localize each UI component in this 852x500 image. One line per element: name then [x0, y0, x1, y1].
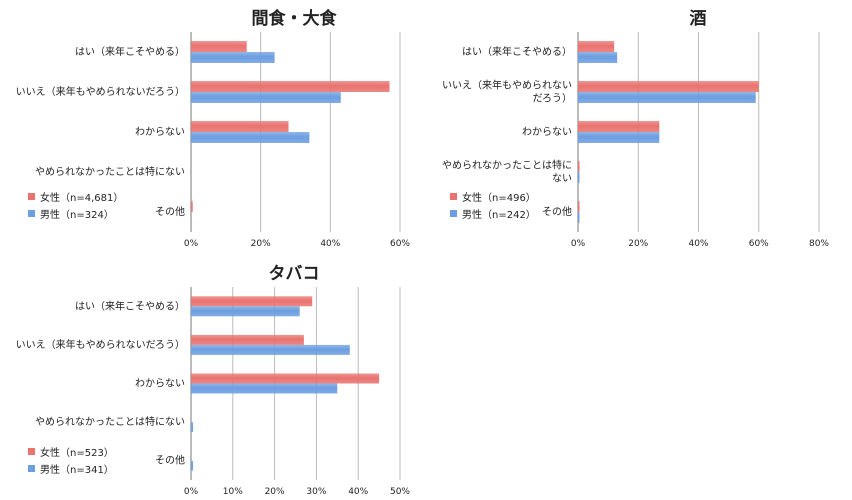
x-tick-label: 60% — [749, 239, 769, 249]
bar-male — [191, 306, 300, 317]
chart-title: 間食・大食 — [251, 9, 337, 29]
chart-title: タバコ — [268, 264, 320, 284]
chart-panel-snacking: 間食・大食 0% 20% 40% 60% はい（来年こそやめる） いいえ（来年もやめられな… — [0, 0, 430, 250]
x-tick-label: 0% — [184, 239, 199, 249]
bar-female — [191, 81, 390, 92]
x-tick-label: 40% — [348, 487, 368, 497]
bar-male — [578, 132, 660, 143]
x-tick-label: 50% — [390, 487, 410, 497]
category-label: はい（来年こそやめる） — [75, 45, 185, 58]
bar-female — [191, 296, 313, 307]
legend-swatch-female — [450, 193, 457, 200]
x-tick-label: 0% — [184, 487, 199, 497]
legend-label-female: 女性（n=4,681） — [40, 193, 124, 204]
bar-female — [191, 121, 289, 132]
bar-male — [191, 422, 194, 433]
bar-female — [191, 334, 304, 345]
chart-svg: 0% 20% 40% 60% 80% はい（来年こそやめる） いいえ（来年もやめられないだろ… — [442, 32, 829, 249]
category-label: やめられなかったことは特にない — [35, 166, 185, 178]
chart-legend: 女性（n=496） 男性（n=242） — [450, 188, 536, 222]
chart-legend: 女性（n=523） 男性（n=341） — [28, 443, 114, 477]
x-tick-label: 20% — [251, 239, 271, 249]
x-tick-label: 60% — [390, 239, 410, 249]
bar-male — [578, 172, 580, 183]
x-tick-label: 20% — [628, 239, 648, 249]
legend-label-male: 男性（n=324） — [40, 210, 114, 221]
legend-swatch-female — [28, 193, 35, 200]
category-label: わからない — [522, 126, 572, 138]
x-tick-label: 40% — [320, 239, 340, 249]
legend-item-female: 女性（n=523） — [28, 443, 114, 460]
bar-male — [191, 92, 341, 103]
chart-legend: 女性（n=4,681） 男性（n=324） — [28, 188, 123, 222]
legend-swatch-male — [28, 210, 35, 217]
chart-svg: 0% 10% 20% 30% 40% 50% はい（来年こそやめる） いいえ（来年もやめられな… — [16, 287, 410, 497]
category-label: いいえ（来年もやめられないだろう） — [16, 338, 185, 351]
bar-male — [191, 132, 310, 143]
bar-male — [578, 92, 756, 103]
x-tick-label: 0% — [571, 239, 586, 249]
category-label: その他 — [155, 205, 185, 218]
category-label: はい（来年こそやめる） — [75, 299, 185, 312]
x-tick-label: 10% — [223, 487, 243, 497]
bar-male — [578, 52, 618, 63]
bar-male — [191, 460, 194, 471]
bar-male — [191, 344, 350, 355]
bar-female — [191, 373, 380, 384]
legend-label-male: 男性（n=242） — [462, 210, 536, 221]
bar-female — [191, 201, 193, 212]
legend-item-male: 男性（n=324） — [28, 205, 123, 222]
legend-label-female: 女性（n=496） — [462, 193, 536, 204]
legend-label-male: 男性（n=341） — [40, 465, 114, 476]
legend-item-male: 男性（n=242） — [450, 205, 536, 222]
bar-male — [578, 212, 580, 223]
bar-female — [191, 41, 247, 52]
bar-male — [191, 383, 338, 394]
category-label: いいえ（来年もやめられないだろう） — [16, 85, 185, 98]
category-label: わからない — [135, 378, 185, 390]
bar-female — [578, 161, 580, 172]
legend-item-female: 女性（n=496） — [450, 188, 536, 205]
bar-female — [578, 201, 580, 212]
category-label: その他 — [542, 205, 572, 218]
category-label: その他 — [155, 454, 185, 467]
legend-item-male: 男性（n=341） — [28, 460, 114, 477]
x-tick-label: 80% — [809, 239, 829, 249]
category-label: いいえ（来年もやめられないだろう） — [442, 79, 572, 105]
bar-female — [578, 81, 759, 92]
legend-swatch-male — [28, 465, 35, 472]
category-label: わからない — [135, 126, 185, 138]
legend-label-female: 女性（n=523） — [40, 448, 114, 459]
x-tick-label: 40% — [688, 239, 708, 249]
x-tick-label: 30% — [306, 487, 326, 497]
category-label: はい（来年こそやめる） — [462, 45, 572, 58]
legend-swatch-female — [28, 448, 35, 455]
bar-male — [191, 52, 275, 63]
chart-title: 酒 — [689, 9, 707, 29]
category-label: やめられなかったことは特にない — [442, 160, 572, 185]
legend-swatch-male — [450, 210, 457, 217]
legend-item-female: 女性（n=4,681） — [28, 188, 123, 205]
bar-female — [578, 121, 660, 132]
bar-female — [578, 41, 615, 52]
chart-panel-tobacco: タバコ 0% 10% 20% 30% 40% 50% はい（来年こそやめる） いいえ（来年もや… — [0, 255, 430, 500]
x-tick-label: 20% — [265, 487, 285, 497]
category-label: やめられなかったことは特にない — [35, 416, 185, 428]
chart-panel-alcohol: 酒 0% 20% 40% 60% 80% はい（来年こそやめる） いいえ（来年もやめられない… — [430, 0, 852, 250]
chart-svg: 0% 20% 40% 60% はい（来年こそやめる） いいえ（来年もやめられないだろう） わ… — [16, 32, 410, 249]
